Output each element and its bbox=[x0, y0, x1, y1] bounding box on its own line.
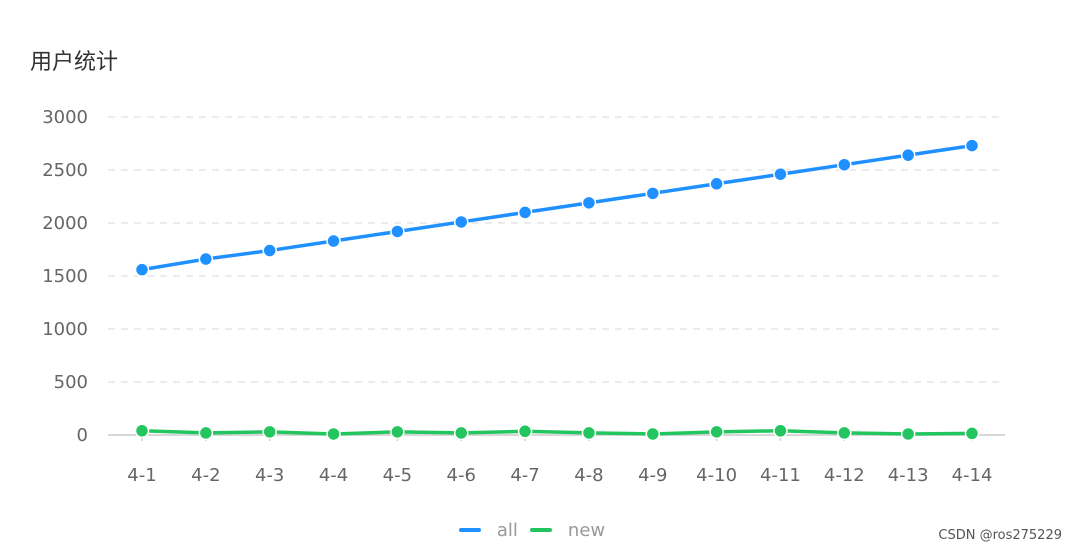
point-all-4-6[interactable] bbox=[453, 214, 469, 230]
point-all-4-12[interactable] bbox=[837, 157, 852, 172]
y-tick-label-500: 500 bbox=[54, 372, 88, 393]
point-new-4-5[interactable] bbox=[390, 424, 405, 440]
legend-swatch-new bbox=[529, 528, 552, 532]
y-tick-label-3000: 3000 bbox=[42, 107, 88, 128]
y-tick-label-0: 0 bbox=[77, 425, 88, 446]
x-axis: 4-1 4-2 4-3 4-4 4-5 4-6 4-7 4-8 4-9 4-10 4-11 4-12 4… bbox=[108, 434, 1005, 486]
point-all-4-11[interactable] bbox=[773, 166, 788, 182]
point-all-4-4[interactable] bbox=[326, 233, 341, 249]
x-tick-label-4-2: 4-2 bbox=[191, 465, 220, 486]
x-tick-label-4-4: 4-4 bbox=[319, 465, 348, 486]
point-all-4-2[interactable] bbox=[198, 251, 214, 267]
legend-item-all[interactable]: all bbox=[458, 519, 518, 541]
point-all-4-14[interactable] bbox=[964, 138, 980, 153]
y-tick-label-2000: 2000 bbox=[42, 213, 88, 234]
legend: all new bbox=[0, 516, 1076, 544]
point-new-4-1[interactable] bbox=[134, 423, 150, 439]
x-tick-label-4-7: 4-7 bbox=[510, 465, 539, 486]
point-all-4-7[interactable] bbox=[517, 205, 533, 220]
point-new-4-14[interactable] bbox=[964, 426, 980, 441]
x-tick-label-4-14: 4-14 bbox=[952, 465, 993, 486]
y-axis: 0 500 1000 1500 2000 2500 3000 bbox=[42, 107, 88, 446]
x-tick-label-4-9: 4-9 bbox=[638, 465, 667, 486]
chart-title: 用户统计 bbox=[30, 50, 119, 75]
point-new-4-4[interactable] bbox=[326, 426, 341, 442]
x-tick-label-4-3: 4-3 bbox=[255, 465, 284, 486]
point-all-4-13[interactable] bbox=[900, 147, 916, 163]
y-tick-label-2500: 2500 bbox=[42, 160, 88, 181]
point-new-4-2[interactable] bbox=[198, 425, 214, 441]
point-new-4-12[interactable] bbox=[837, 425, 852, 441]
point-all-4-8[interactable] bbox=[581, 195, 597, 211]
y-tick-label-1500: 1500 bbox=[42, 266, 88, 287]
grid-lines bbox=[108, 116, 1005, 383]
x-tick-label-4-12: 4-12 bbox=[824, 465, 865, 486]
x-tick-label-4-6: 4-6 bbox=[447, 465, 476, 486]
legend-label-all: all bbox=[496, 519, 518, 541]
x-tick-label-4-11: 4-11 bbox=[760, 465, 801, 486]
x-tick-label-4-5: 4-5 bbox=[383, 465, 412, 486]
point-all-4-5[interactable] bbox=[390, 224, 405, 239]
point-all-4-9[interactable] bbox=[645, 186, 661, 201]
x-tick-label-4-1: 4-1 bbox=[127, 465, 156, 486]
legend-item-new[interactable]: new bbox=[529, 519, 606, 541]
point-new-4-11[interactable] bbox=[773, 423, 788, 439]
series-line-all bbox=[140, 143, 974, 272]
point-new-4-9[interactable] bbox=[645, 426, 661, 442]
y-tick-label-1000: 1000 bbox=[42, 319, 88, 340]
watermark: CSDN @ros275229 bbox=[938, 528, 1062, 543]
x-tick-label-4-13: 4-13 bbox=[888, 465, 929, 486]
point-new-4-3[interactable] bbox=[262, 424, 277, 440]
series-layer bbox=[134, 138, 980, 442]
point-new-4-10[interactable] bbox=[709, 424, 724, 440]
legend-label-new: new bbox=[567, 519, 606, 541]
point-new-4-6[interactable] bbox=[453, 425, 469, 441]
point-new-4-7[interactable] bbox=[517, 424, 533, 439]
point-new-4-8[interactable] bbox=[581, 425, 597, 441]
legend-swatch-all bbox=[458, 528, 481, 532]
point-all-4-3[interactable] bbox=[262, 243, 277, 258]
point-all-4-10[interactable] bbox=[709, 176, 724, 192]
x-tick-label-4-8: 4-8 bbox=[574, 465, 603, 486]
x-tick-label-4-10: 4-10 bbox=[696, 465, 737, 486]
point-new-4-13[interactable] bbox=[900, 426, 916, 442]
point-all-4-1[interactable] bbox=[134, 262, 150, 277]
series-line-new bbox=[140, 429, 974, 436]
